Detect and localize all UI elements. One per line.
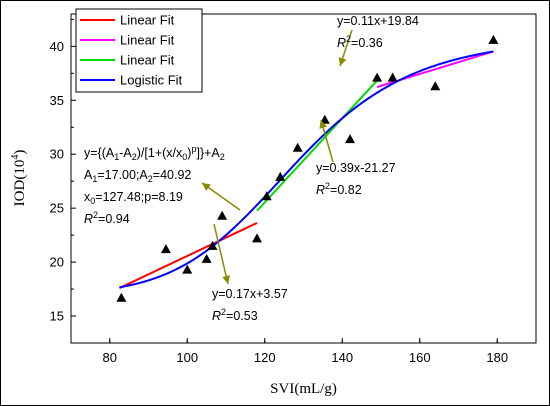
- data-point-11: [345, 134, 355, 144]
- legend-label-2: Linear Fit: [120, 53, 175, 68]
- legend: Linear Fit Linear Fit Linear Fit Logisti…: [75, 8, 203, 93]
- plot-area: [70, 13, 537, 344]
- data-point-12: [372, 72, 383, 82]
- arrow-bottom: [213, 223, 231, 285]
- annotation-middle-equation: y=0.39x-21.27: [316, 161, 396, 175]
- annotation-middle-r2: R2=0.82: [316, 181, 362, 197]
- fit-line-3: [119, 50, 494, 289]
- fit-lines: [119, 50, 494, 289]
- arrow-middle: [319, 119, 334, 163]
- annotation-logistic-params1: A1=17.00;A2=40.92: [84, 168, 191, 184]
- annotation-bottom-r2: R2=0.53: [212, 307, 258, 323]
- fit-line-2: [256, 79, 378, 212]
- annotation-middle: y=0.39x-21.27 R2=0.82: [316, 161, 396, 197]
- data-point-15: [488, 34, 499, 44]
- y-tick-label-4: 35: [50, 93, 64, 108]
- legend-box: [75, 8, 203, 93]
- data-point-13: [387, 72, 398, 82]
- x-axis-title: SVI(mL/g): [270, 381, 337, 397]
- data-point-3: [201, 253, 212, 263]
- annotation-logistic-formula: y={(A1-A2)/[1+(x/x0)p]}+A2: [84, 144, 225, 162]
- arrow-logistic: [201, 182, 241, 211]
- y-axis-title: IOD(104): [10, 150, 28, 207]
- annotation-logistic-r2: R2=0.94: [84, 210, 130, 226]
- annotation-bottom-equation: y=0.17x+3.57: [212, 287, 288, 301]
- x-tick-label-2: 120: [254, 350, 276, 365]
- data-point-14: [430, 81, 441, 91]
- data-point-7: [261, 191, 272, 201]
- x-tick-label-1: 100: [176, 350, 198, 365]
- data-point-8: [275, 171, 286, 181]
- y-tick-label-3: 30: [50, 147, 64, 162]
- y-tick-label-2: 25: [50, 201, 64, 216]
- x-tick-label-0: 80: [103, 350, 117, 365]
- legend-label-0: Linear Fit: [120, 13, 175, 28]
- data-point-6: [252, 233, 262, 243]
- data-point-1: [160, 244, 171, 254]
- data-point-9: [292, 142, 303, 152]
- y-tick-label-1: 20: [50, 255, 64, 270]
- annotation-top-equation: y=0.11x+19.84: [337, 14, 419, 28]
- data-point-0: [116, 292, 127, 302]
- x-tick-label-4: 160: [409, 350, 431, 365]
- annotation-arrows: [201, 29, 353, 285]
- legend-label-3: Logistic Fit: [120, 73, 183, 88]
- annotation-bottom: y=0.17x+3.57 R2=0.53: [212, 287, 288, 323]
- annotation-top-r2: R2=0.36: [337, 34, 383, 50]
- annotation-top: y=0.11x+19.84 R2=0.36: [337, 14, 419, 50]
- x-tick-label-5: 180: [486, 350, 508, 365]
- y-tick-label-0: 15: [50, 309, 64, 324]
- annotation-logistic: y={(A1-A2)/[1+(x/x0)p]}+A2 A1=17.00;A2=4…: [84, 144, 225, 226]
- fit-line-0: [119, 222, 258, 289]
- data-point-2: [182, 264, 193, 274]
- data-point-5: [217, 210, 228, 220]
- x-tick-label-3: 140: [331, 350, 353, 365]
- legend-label-1: Linear Fit: [120, 33, 175, 48]
- data-point-4: [207, 240, 218, 250]
- y-tick-label-5: 40: [50, 39, 64, 54]
- annotation-logistic-params2: x0=127.48;p=8.19: [84, 190, 183, 206]
- arrow-top: [338, 29, 353, 67]
- axis-ticks: 80 100 120 140 160 180 15 20 25 30 35 40: [50, 18, 508, 365]
